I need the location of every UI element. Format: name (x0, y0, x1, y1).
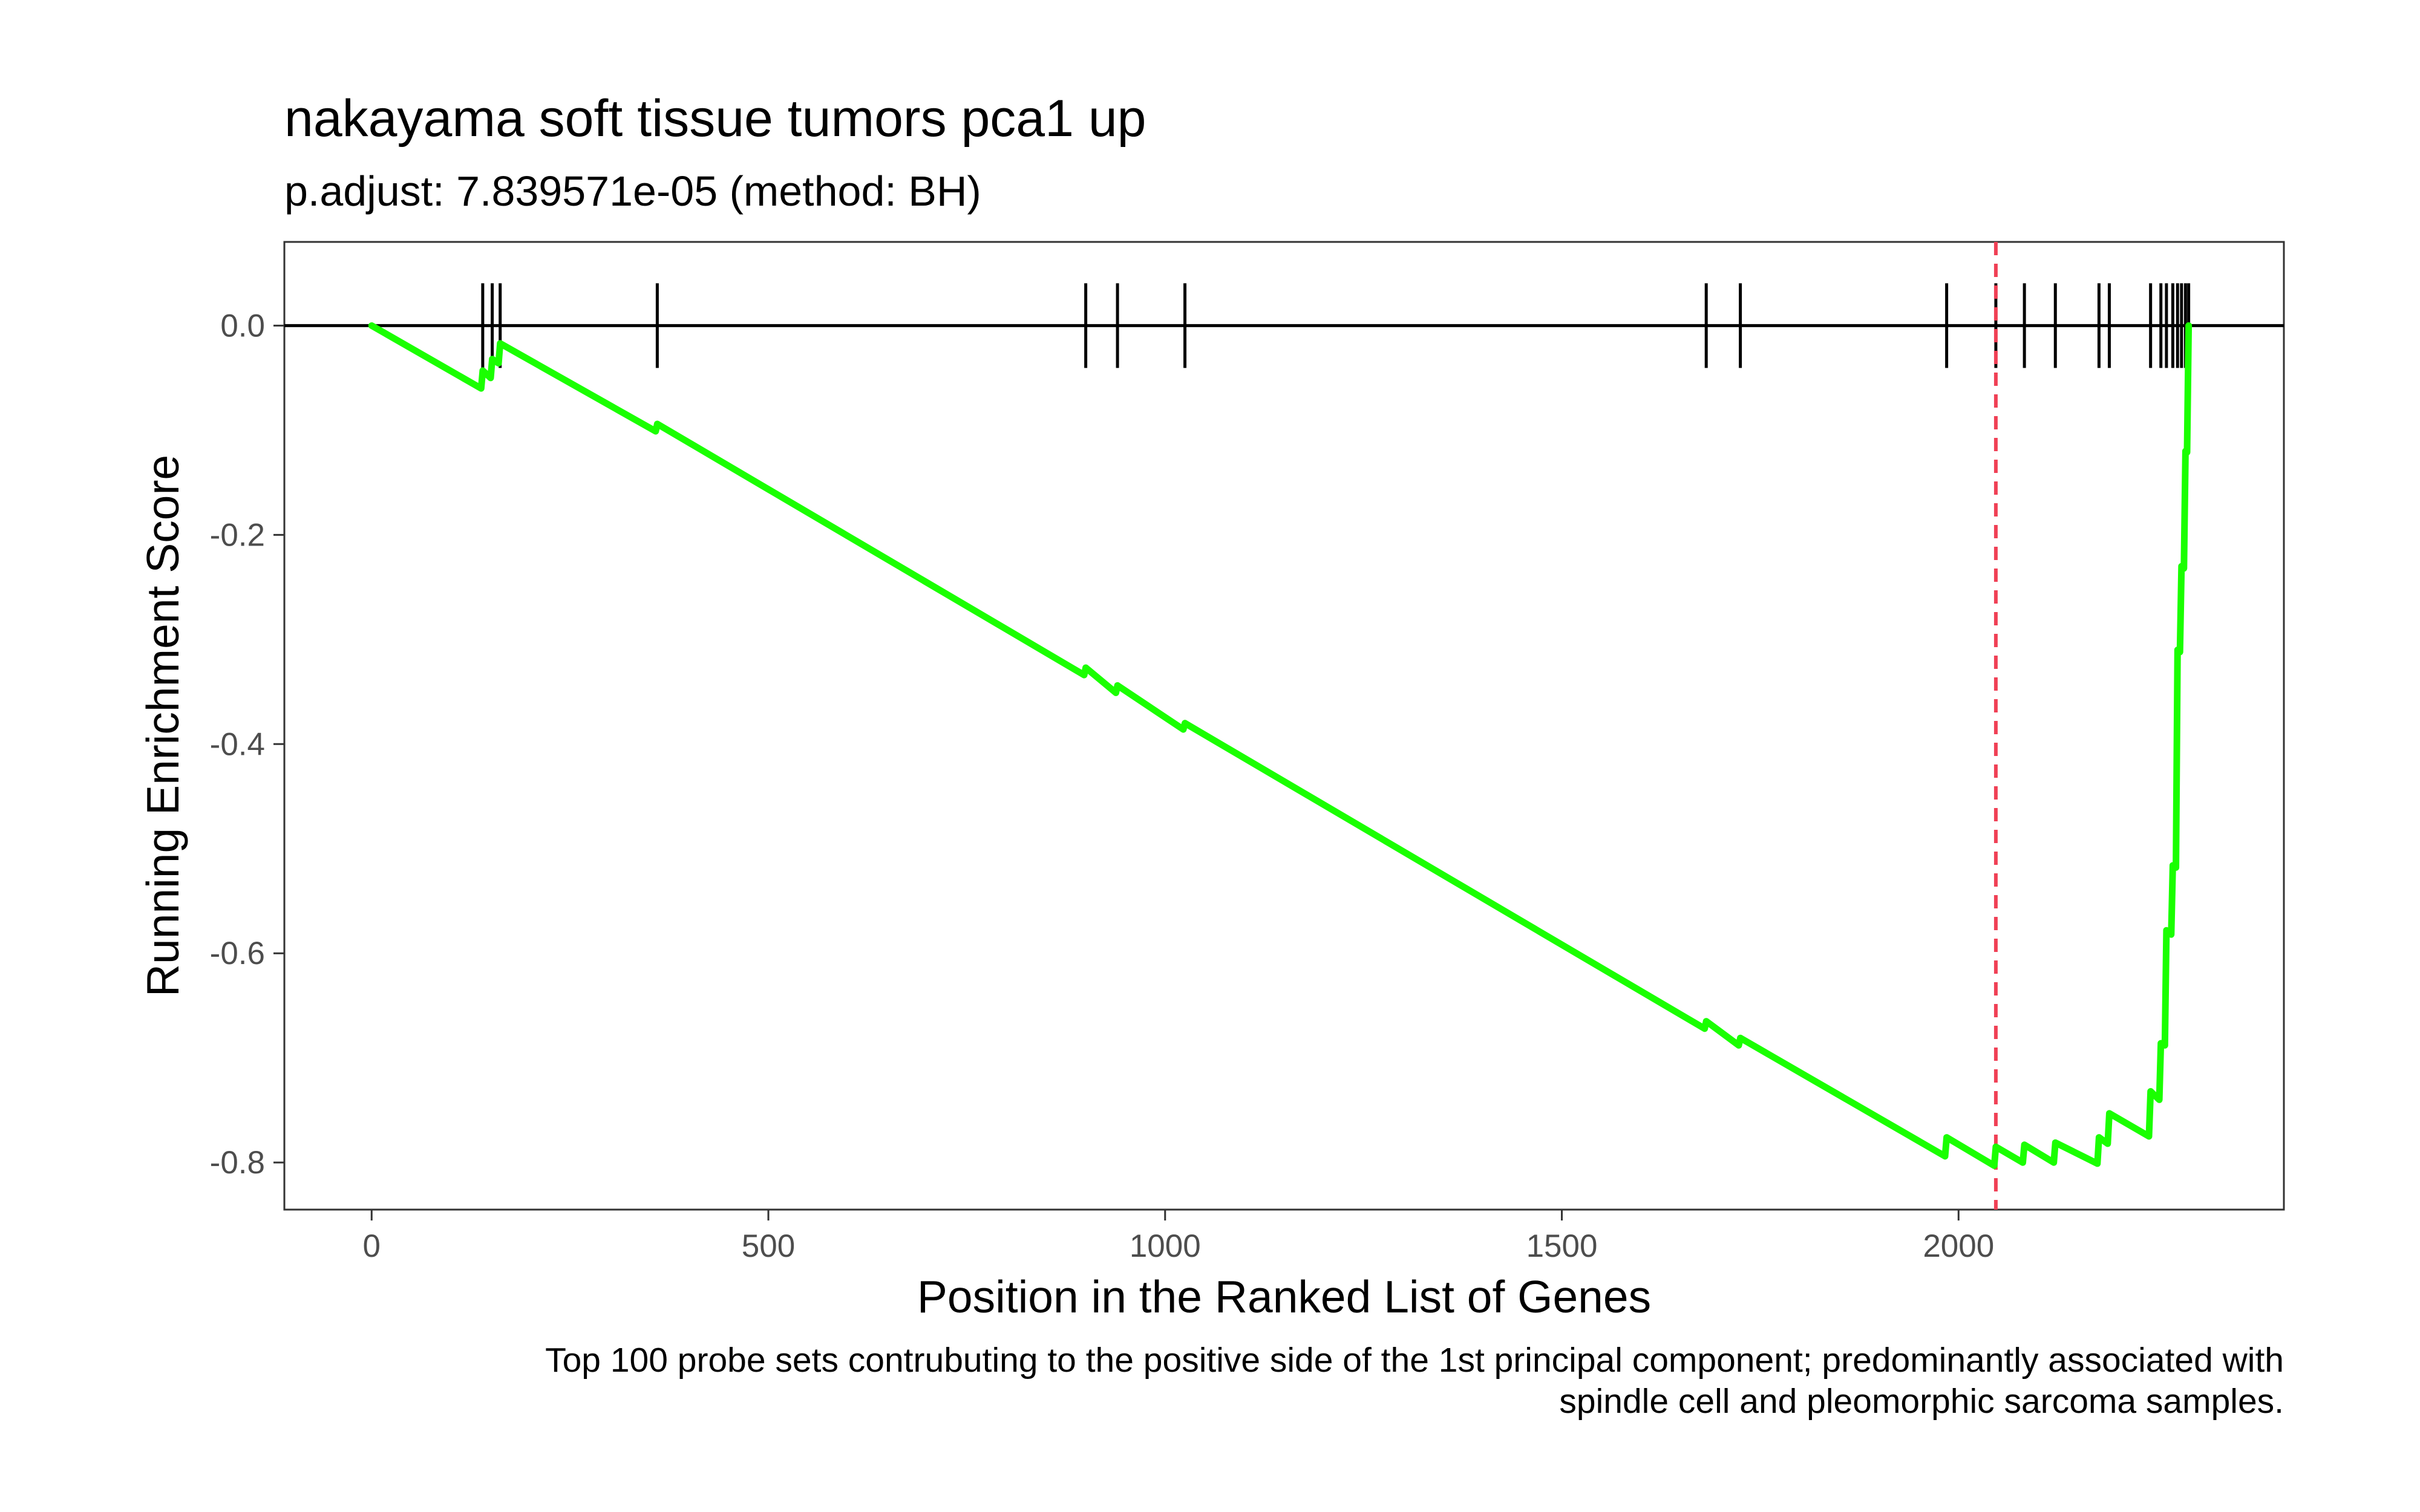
x-axis: 0 500 1000 1500 2000 (363, 1210, 1994, 1264)
x-tick-label: 500 (742, 1228, 795, 1264)
chart-title: nakayama soft tissue tumors pca1 up (284, 90, 1146, 148)
y-tick-label: -0.8 (210, 1145, 265, 1181)
y-tick-label: -0.6 (210, 936, 265, 971)
y-axis: 0.0 -0.2 -0.4 -0.6 -0.8 (210, 308, 284, 1181)
x-axis-title: Position in the Ranked List of Genes (917, 1271, 1651, 1322)
caption-line-1: Top 100 probe sets contrubuting to the p… (545, 1341, 2284, 1380)
y-tick-label: 0.0 (220, 308, 265, 344)
y-axis-title: Running Enrichment Score (137, 455, 188, 997)
enrichment-score-line (368, 322, 2193, 1169)
caption-line-2: spindle cell and pleomorphic sarcoma sam… (1559, 1382, 2284, 1421)
y-tick-label: -0.4 (210, 726, 265, 762)
x-tick-label: 1500 (1526, 1228, 1598, 1264)
x-tick-label: 1000 (1130, 1228, 1201, 1264)
series-layer (368, 322, 2193, 1169)
chart-subtitle: p.adjust: 7.839571e-05 (method: BH) (284, 168, 981, 215)
plot-panel (283, 241, 2285, 1211)
x-tick-label: 0 (363, 1228, 381, 1264)
x-tick-label: 2000 (1923, 1228, 1994, 1264)
y-tick-label: -0.2 (210, 517, 265, 553)
